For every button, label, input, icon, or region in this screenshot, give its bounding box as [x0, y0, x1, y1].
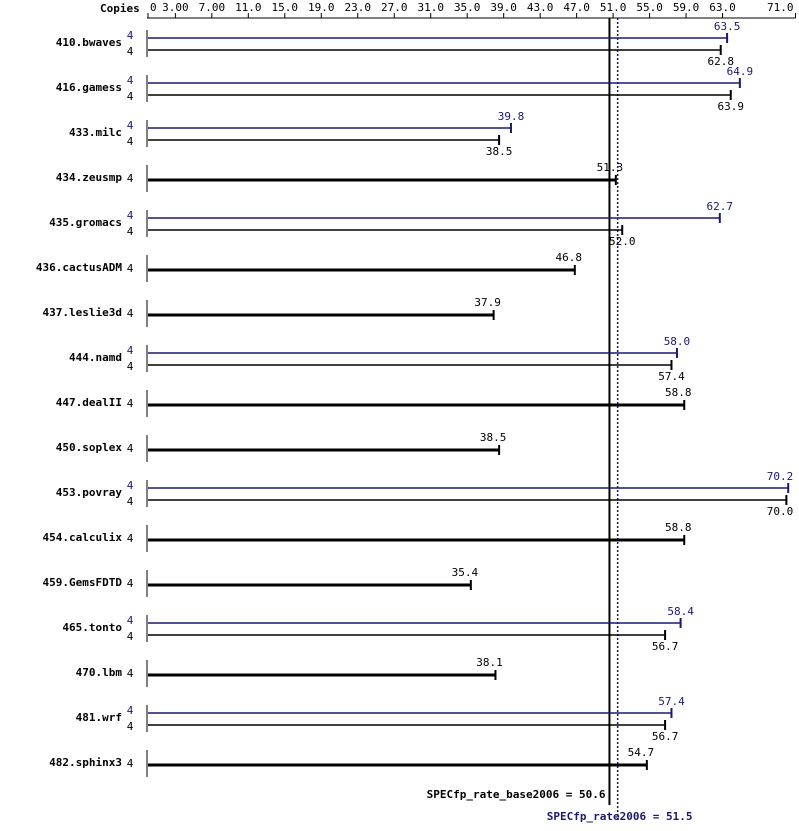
value-label: 46.8: [556, 251, 583, 264]
value-label: 51.3: [597, 161, 624, 174]
benchmark-name: 450.soplex: [56, 441, 123, 454]
benchmark-name: 470.lbm: [76, 666, 123, 679]
copies: 4: [127, 495, 134, 508]
x-tick-label: 7.00: [199, 1, 226, 14]
x-tick-label: 43.0: [527, 1, 554, 14]
copies: 4: [127, 225, 134, 238]
x-tick-label: 11.0: [235, 1, 262, 14]
benchmark-name: 444.namd: [69, 351, 122, 364]
x-tick-label: 63.0: [709, 1, 736, 14]
copies: 4: [127, 532, 134, 545]
copies: 4: [127, 209, 134, 222]
copies: 4: [127, 344, 134, 357]
benchmark-name: 465.tonto: [62, 621, 122, 634]
copies: 4: [127, 442, 134, 455]
copies: 4: [127, 135, 134, 148]
value-label: 35.4: [452, 566, 479, 579]
benchmark-name: 454.calculix: [43, 531, 123, 544]
benchmark-name: 447.dealII: [56, 396, 122, 409]
benchmark-name: 433.milc: [69, 126, 122, 139]
value-label: 62.8: [707, 55, 734, 68]
copies: 4: [127, 577, 134, 590]
x-tick-label: 39.0: [490, 1, 517, 14]
copies: 4: [127, 172, 134, 185]
value-label: 54.7: [628, 746, 655, 759]
x-tick-label: 71.0: [767, 1, 794, 14]
x-tick-label: 23.0: [345, 1, 372, 14]
x-tick-label: 47.0: [563, 1, 590, 14]
value-label: 56.7: [652, 640, 679, 653]
value-label: 37.9: [474, 296, 501, 309]
value-label: 58.0: [664, 335, 691, 348]
x-tick-label: 55.0: [636, 1, 663, 14]
x-tick-label: 59.0: [673, 1, 700, 14]
benchmark-name: 481.wrf: [76, 711, 122, 724]
summary-label: SPECfp_rate_base2006 =: [427, 788, 573, 801]
copies: 4: [127, 74, 134, 87]
benchmark-name: 410.bwaves: [56, 36, 122, 49]
benchmark-name: 434.zeusmp: [56, 171, 123, 184]
copies-header: Copies: [100, 2, 140, 15]
value-label: 70.0: [767, 505, 794, 518]
benchmark-name: 435.gromacs: [49, 216, 122, 229]
benchmark-name: 437.leslie3d: [43, 306, 122, 319]
copies: 4: [127, 90, 134, 103]
copies: 4: [127, 667, 134, 680]
copies: 4: [127, 119, 134, 132]
x-tick-label: 15.0: [272, 1, 299, 14]
x-tick-label: 19.0: [308, 1, 335, 14]
x-tick-label: 3.00: [162, 1, 189, 14]
value-label: 64.9: [727, 65, 754, 78]
x-tick-label: 35.0: [454, 1, 481, 14]
value-label: 39.8: [498, 110, 525, 123]
summary-label: SPECfp_rate2006 =: [547, 810, 660, 823]
x-tick-label: 27.0: [381, 1, 408, 14]
summary-text: SPECfp_rate_base2006 = 50.6: [427, 788, 606, 801]
value-label: 62.7: [707, 200, 734, 213]
copies: 4: [127, 479, 134, 492]
copies: 4: [127, 360, 134, 373]
copies: 4: [127, 704, 134, 717]
copies: 4: [127, 630, 134, 643]
summary-text: SPECfp_rate2006 = 51.5: [547, 810, 693, 823]
summary-value: 50.6: [579, 788, 606, 801]
x-tick-label: 51.0: [600, 1, 627, 14]
benchmark-name: 459.GemsFDTD: [43, 576, 123, 589]
value-label: 63.5: [714, 20, 741, 33]
copies: 4: [127, 262, 134, 275]
benchmark-name: 482.sphinx3: [49, 756, 122, 769]
value-label: 58.4: [667, 605, 694, 618]
value-label: 52.0: [609, 235, 636, 248]
copies: 4: [127, 307, 134, 320]
x-tick-label: 0: [150, 1, 157, 14]
value-label: 63.9: [718, 100, 745, 113]
summary-value: 51.5: [666, 810, 693, 823]
value-label: 38.5: [486, 145, 513, 158]
value-label: 57.4: [658, 370, 685, 383]
copies: 4: [127, 720, 134, 733]
x-tick-label: 31.0: [417, 1, 444, 14]
value-label: 70.2: [767, 470, 794, 483]
value-label: 38.1: [476, 656, 503, 669]
value-label: 58.8: [665, 521, 692, 534]
benchmark-name: 436.cactusADM: [36, 261, 122, 274]
copies: 4: [127, 614, 134, 627]
value-label: 58.8: [665, 386, 692, 399]
benchmark-name: 453.povray: [56, 486, 123, 499]
copies: 4: [127, 45, 134, 58]
copies: 4: [127, 757, 134, 770]
value-label: 56.7: [652, 730, 679, 743]
value-label: 38.5: [480, 431, 507, 444]
value-label: 57.4: [658, 695, 685, 708]
copies: 4: [127, 29, 134, 42]
benchmark-name: 416.gamess: [56, 81, 122, 94]
copies: 4: [127, 397, 134, 410]
